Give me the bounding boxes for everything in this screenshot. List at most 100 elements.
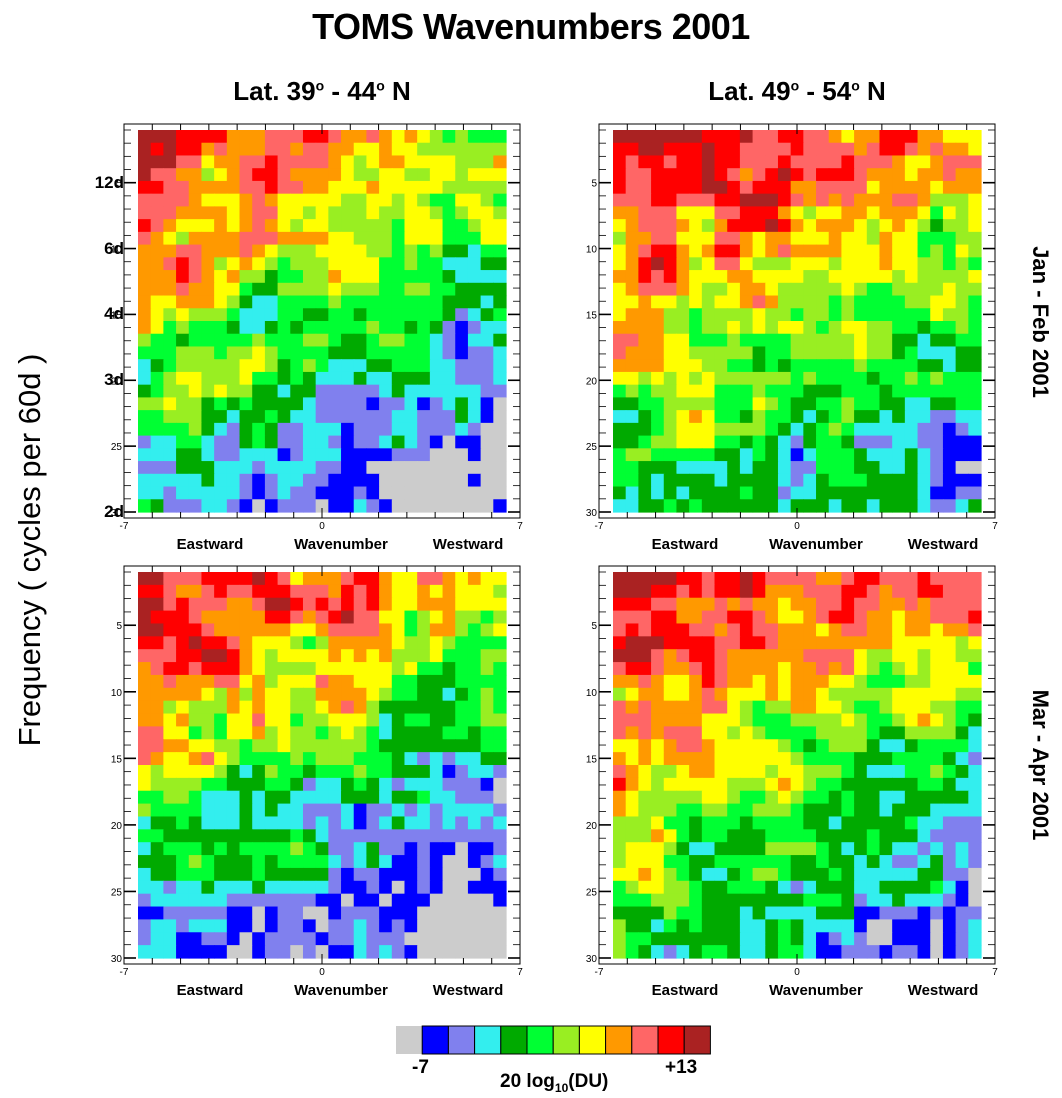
heatmap-cell (930, 636, 944, 650)
heatmap-cell (727, 700, 741, 715)
heatmap-cell (226, 572, 241, 586)
heatmap-cell (226, 473, 241, 488)
heatmap-cell (188, 752, 203, 766)
heatmap-cell (816, 829, 830, 843)
heatmap-cell (613, 448, 627, 462)
heatmap-cell (803, 435, 817, 449)
heatmap-cell (689, 231, 703, 246)
heatmap-cell (752, 257, 766, 271)
heatmap-cell (150, 919, 164, 933)
heatmap-cell (493, 193, 507, 207)
heatmap-cell (404, 893, 418, 908)
heatmap-cell (968, 867, 982, 882)
heatmap-cell (163, 597, 177, 612)
x-tick-label: 0 (319, 967, 325, 978)
heatmap-cell (493, 473, 507, 488)
heatmap-cell (493, 610, 507, 625)
y-tick-label: 10 (111, 688, 123, 699)
heatmap-cell (917, 842, 931, 856)
heatmap-cell (163, 919, 177, 933)
heatmap-cell (663, 932, 678, 946)
heatmap-cell (379, 829, 393, 843)
heatmap-cell (917, 333, 931, 348)
heatmap-cell (239, 662, 253, 676)
heatmap-cell (442, 777, 456, 792)
heatmap-cell (917, 674, 931, 689)
heatmap-cell (239, 308, 253, 322)
heatmap-cell (429, 610, 444, 625)
heatmap-cell (328, 739, 342, 753)
heatmap-cell (816, 687, 830, 702)
heatmap-cell (651, 499, 665, 513)
heatmap-cell (752, 816, 766, 830)
heatmap-cell (892, 435, 906, 449)
heatmap-cell (277, 410, 291, 424)
heatmap-cell (676, 855, 690, 869)
heatmap-cell (442, 397, 456, 411)
heatmap-cell (790, 945, 804, 959)
heatmap-cell (277, 282, 291, 297)
heatmap-cell (904, 461, 919, 475)
heatmap-cell (930, 295, 944, 309)
heatmap-cell (879, 333, 893, 348)
heatmap-cell (315, 597, 329, 612)
heatmap-cell (493, 257, 507, 271)
heatmap-cell (689, 765, 703, 779)
heatmap-cell (613, 919, 627, 933)
heatmap-cell (455, 726, 469, 740)
heatmap-cell (391, 231, 406, 246)
heatmap-cell (302, 130, 317, 144)
heatmap-cell (854, 739, 868, 753)
heatmap-cell (638, 867, 652, 882)
heatmap-cell (739, 155, 754, 169)
heatmap-cell (226, 867, 241, 882)
heatmap-cell (252, 231, 266, 246)
heatmap-cell (188, 803, 203, 818)
heatmap-cell (676, 777, 690, 792)
heatmap-cell (429, 713, 444, 727)
heatmap-cell (277, 295, 291, 309)
heatmap-cell (955, 155, 969, 169)
heatmap-cell (790, 584, 804, 599)
heatmap-cell (315, 193, 329, 207)
heatmap-cell (955, 777, 969, 792)
heatmap-cell (353, 765, 368, 779)
heatmap-cell (290, 295, 304, 309)
heatmap-cell (854, 649, 868, 663)
heatmap-cell (968, 816, 982, 830)
heatmap-cell (138, 816, 152, 830)
heatmap-cell (955, 282, 969, 297)
heatmap-cell (455, 473, 469, 488)
heatmap-cell (727, 193, 741, 207)
heatmap-cell (176, 584, 190, 599)
heatmap-cell (391, 333, 406, 348)
heatmap-cell (904, 777, 919, 792)
heatmap-cell (404, 777, 418, 792)
heatmap-cell (955, 168, 969, 182)
heatmap-cell (892, 572, 906, 586)
heatmap-cell (366, 867, 380, 882)
heatmap-cell (417, 790, 431, 805)
heatmap-cell (455, 130, 469, 144)
heatmap-cell (455, 739, 469, 753)
heatmap-cell (176, 346, 190, 360)
heatmap-cell (163, 893, 177, 908)
heatmap-cell (651, 572, 665, 586)
heatmap-cell (968, 855, 982, 869)
heatmap-cell (302, 397, 317, 411)
heatmap-cell (816, 597, 830, 612)
heatmap-cell (904, 473, 919, 488)
heatmap-cell (701, 816, 716, 830)
heatmap-cell (188, 486, 203, 500)
heatmap-cell (366, 610, 380, 625)
heatmap-cell (201, 461, 215, 475)
heatmap-cell (379, 244, 393, 258)
heatmap-cell (701, 777, 716, 792)
heatmap-cell (689, 486, 703, 500)
heatmap-cell (803, 584, 817, 599)
heatmap-cell (150, 321, 164, 335)
heatmap-cell (676, 410, 690, 424)
heatmap-cell (138, 932, 152, 946)
heatmap-cell (739, 473, 754, 488)
heatmap-cell (493, 371, 507, 386)
